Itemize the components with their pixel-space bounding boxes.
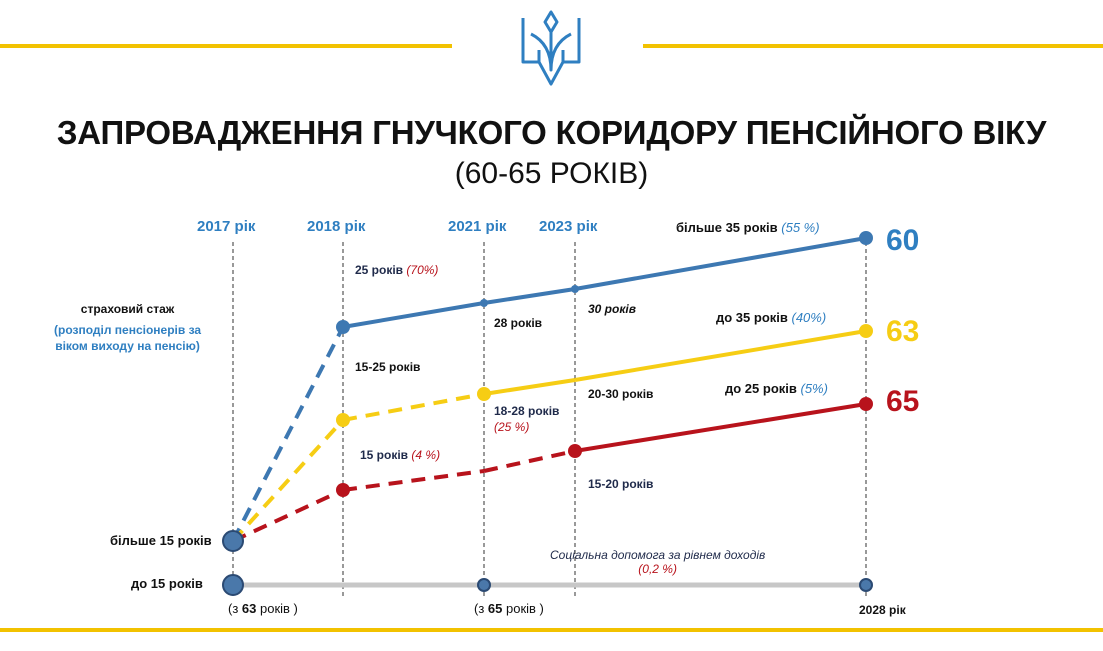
bottom-rule: [0, 628, 1103, 632]
yellow-point-2021: [477, 387, 491, 401]
from-65-post: років ): [502, 601, 544, 616]
page-subtitle: (60-65 РОКІВ): [454, 157, 649, 190]
blue-series-segment: [483, 287, 576, 305]
from-63-pre: (з: [228, 601, 242, 616]
yellow-end-pct: (40%): [791, 310, 827, 325]
red-2018-pct: (4 %): [411, 448, 441, 462]
blue-series-segment: [574, 236, 867, 291]
year-2028-label: 2028 рік: [859, 603, 906, 617]
yellow-2023-label: 20-30 років: [588, 387, 654, 401]
yellow-series-segment: [231, 418, 345, 543]
red-2018-text: 15 років: [360, 448, 409, 462]
yellow-2021-label: 18-28 років: [494, 404, 560, 418]
yellow-2021-pct-text: (25 %): [494, 420, 530, 434]
from-63-post: років ): [256, 601, 298, 616]
blue-point-2028: [859, 231, 873, 245]
red-2018-label: 15 років (4 %): [360, 448, 440, 462]
from-63-label: (з 63 років ): [228, 601, 298, 616]
red-series-segment: [232, 488, 344, 543]
yellow-end-text: до 35 років: [716, 310, 788, 325]
from-65-label: (з 65 років ): [474, 601, 544, 616]
side-label-line3: віком виходу на пенсію): [55, 339, 200, 353]
yellow-end-label: до 35 років (40%): [716, 310, 826, 325]
social-help-line2: (0,2 %): [638, 562, 677, 576]
side-label-line2: (розподіл пенсіонерів за: [54, 323, 202, 337]
red-end-pct: (5%): [800, 381, 828, 396]
red-series-segment: [342, 469, 485, 492]
x-tick-label: 2017 рік: [197, 218, 256, 235]
blue-series-segment: [231, 326, 345, 542]
side-label: страховий стаж (розподіл пенсіонерів за …: [54, 301, 201, 354]
gray-point-2021: [477, 578, 491, 592]
red-series-segment: [574, 402, 867, 453]
red-point-2028: [859, 397, 873, 411]
top-rule-right: [643, 44, 1103, 48]
blue-end-label: більше 35 років (55 %): [676, 220, 820, 235]
blue-point-2021: [480, 299, 488, 307]
blue-2018-text: 25 років: [355, 263, 404, 277]
social-help-line1: Соціальна допомога за рівнем доходів: [550, 548, 766, 562]
page-title: ЗАПРОВАДЖЕННЯ ГНУЧКОГО КОРИДОРУ ПЕНСІЙНО…: [56, 114, 1047, 151]
from-63-num: 63: [241, 601, 257, 616]
yellow-point-2018: [336, 413, 350, 427]
from-65-num: 65: [487, 601, 503, 616]
blue-end-text: більше 35 років: [676, 220, 778, 235]
x-tick-label: 2023 рік: [539, 218, 598, 235]
yellow-series-segment: [574, 329, 867, 382]
blue-series-segment: [342, 301, 485, 329]
red-end-label: до 25 років (5%): [725, 381, 828, 396]
yellow-series-segment: [483, 378, 576, 396]
gray-point-2028: [859, 578, 873, 592]
yellow-2018-label: 15-25 років: [355, 360, 421, 374]
blue-2023-label: 30 років: [588, 302, 637, 316]
yellow-point-2028: [859, 324, 873, 338]
age-63-label: 63: [886, 315, 920, 348]
age-65-label: 65: [886, 385, 920, 418]
side-label-line1: страховий стаж: [80, 302, 175, 316]
red-point-2018: [336, 483, 350, 497]
yellow-series-segment: [342, 392, 485, 422]
red-end-text: до 25 років: [725, 381, 797, 396]
blue-2018-pct: (70%): [406, 263, 439, 277]
social-help-label: Соціальна допомога за рівнем доходів (0,…: [550, 548, 765, 576]
red-2023-label: 15-20 років: [588, 477, 654, 491]
upto-15-label: до 15 років: [131, 576, 203, 591]
blue-2021-label: 28 років: [494, 316, 543, 330]
gray-point-2017: [222, 574, 244, 596]
blue-point-2018: [336, 320, 350, 334]
x-tick-label: 2018 рік: [307, 218, 366, 235]
from-65-pre: (з: [474, 601, 488, 616]
blue-point-2017: [222, 530, 244, 552]
x-tick-label: 2021 рік: [448, 218, 507, 235]
blue-point-2023: [571, 285, 579, 293]
red-point-2023: [568, 444, 582, 458]
top-rule-left: [0, 44, 452, 48]
red-series-segment: [483, 449, 576, 473]
age-60-label: 60: [886, 224, 920, 257]
yellow-2021-pct: (25 %): [494, 420, 529, 434]
more-15-label: більше 15 років: [110, 533, 212, 548]
blue-2018-label: 25 років (70%): [355, 263, 438, 277]
blue-end-pct: (55 %): [781, 220, 820, 235]
trident-icon: [521, 10, 581, 86]
